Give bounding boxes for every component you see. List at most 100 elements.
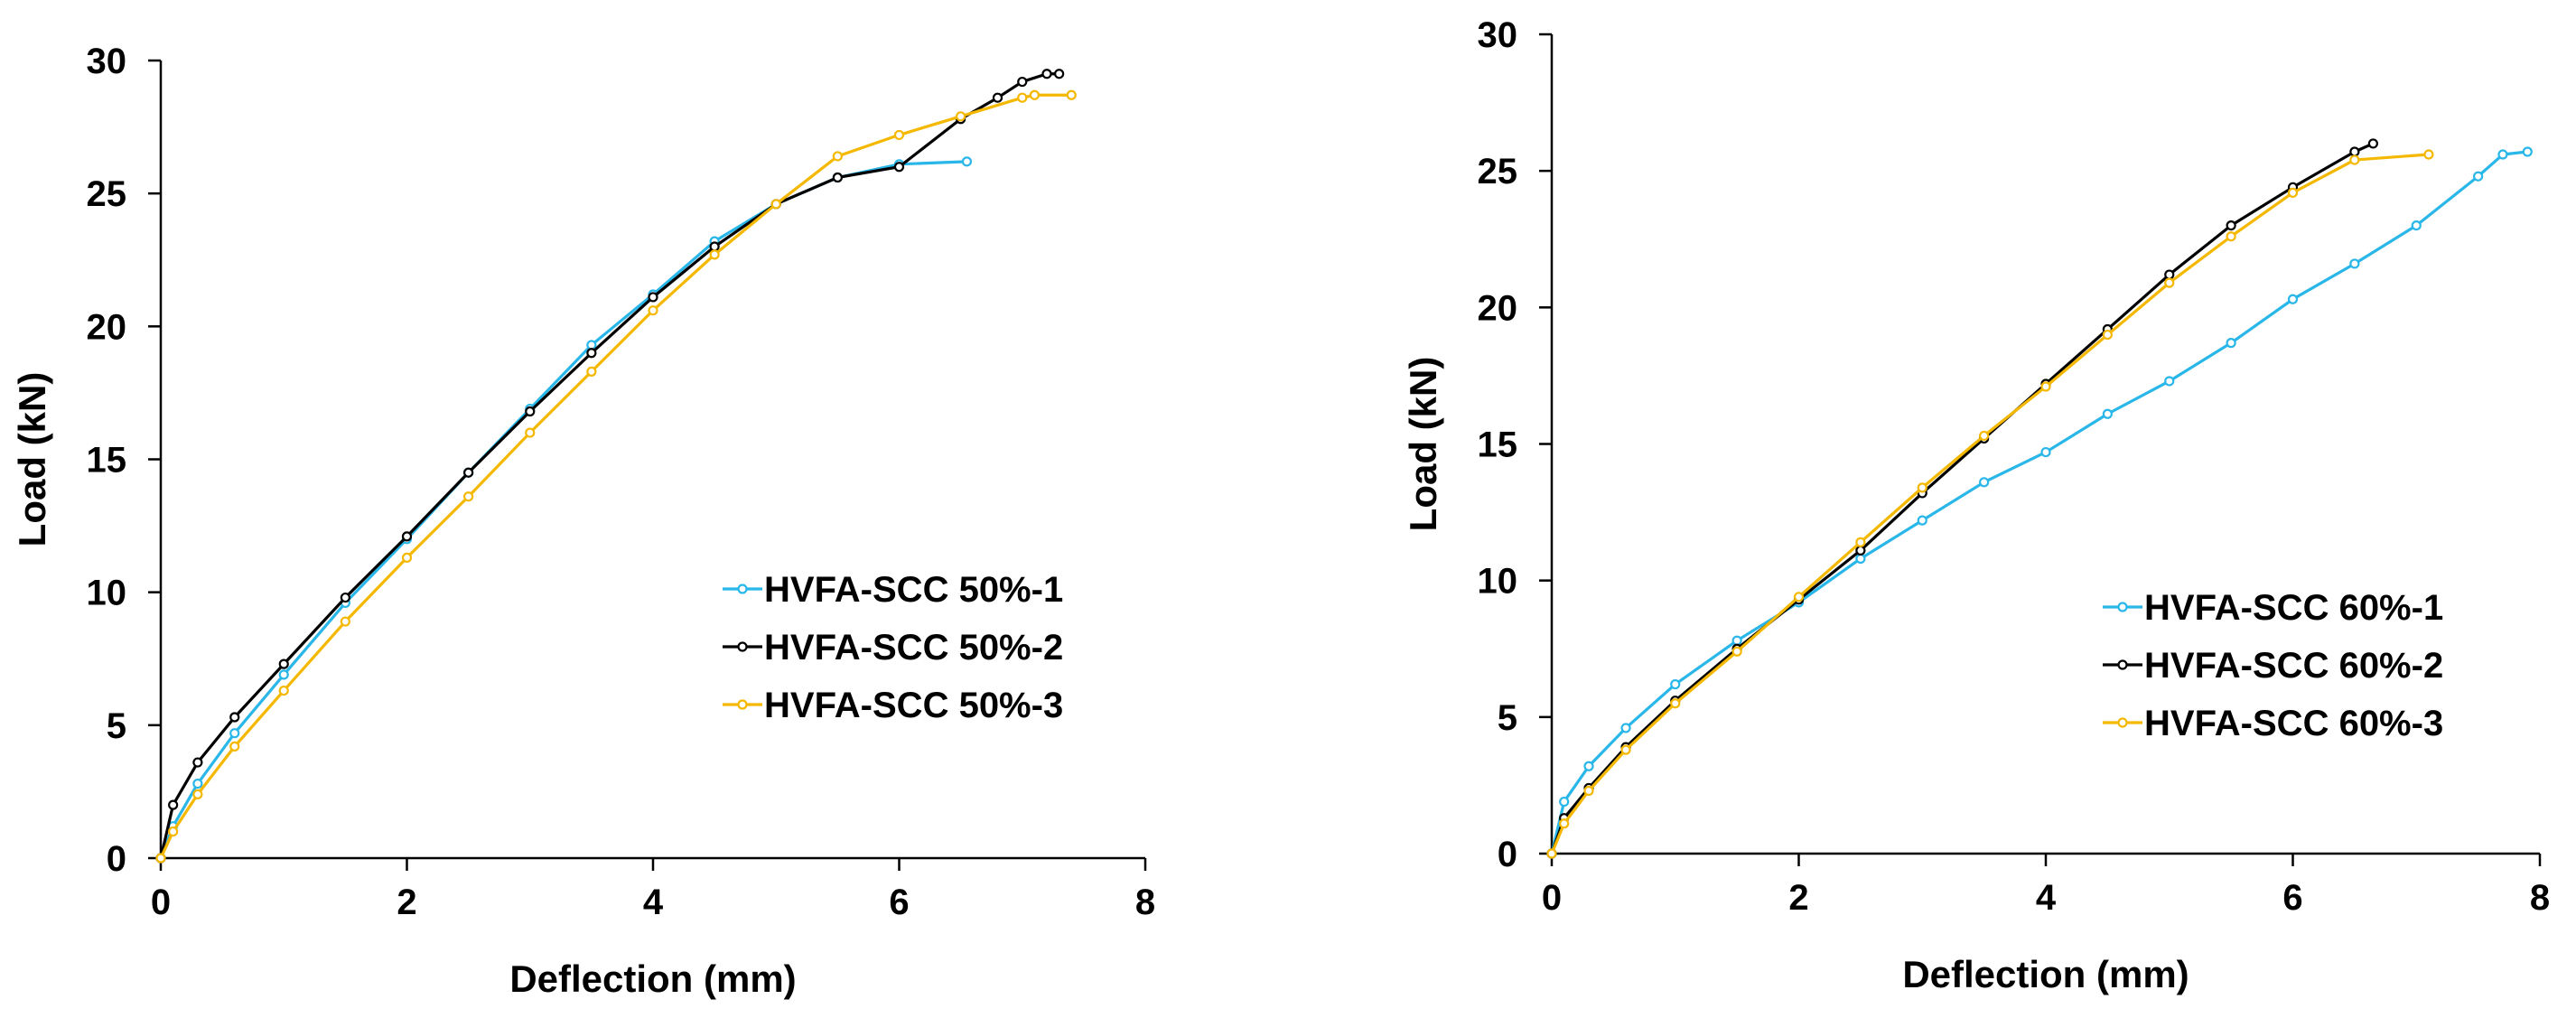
legend-marker	[2117, 602, 2128, 612]
data-point	[2226, 220, 2236, 231]
x-tick-label: 8	[2530, 878, 2550, 918]
series-line	[159, 93, 1072, 859]
data-point	[2522, 146, 2533, 157]
data-point	[229, 712, 240, 723]
y-tick-label: 25	[87, 174, 127, 214]
data-point	[1917, 482, 1927, 493]
data-point	[278, 669, 289, 680]
data-point	[229, 728, 240, 739]
x-tick-label: 2	[1788, 878, 1808, 918]
y-tick-label: 5	[1498, 698, 1517, 738]
y-tick-label: 10	[87, 574, 127, 613]
data-point	[2226, 338, 2236, 349]
y-tick-label: 5	[107, 706, 126, 746]
data-point	[770, 199, 781, 210]
data-point	[1731, 635, 1742, 646]
legend-label: HVFA-SCC 50%-1	[764, 570, 1063, 610]
data-point	[1917, 515, 1927, 526]
data-point	[1620, 744, 1631, 755]
data-point	[278, 685, 289, 696]
data-point	[2411, 220, 2422, 231]
chart-panel-2: 0 2 4 6 8 0 5 10 15 20 25 30 Deflection (mm) Load (kN…	[1402, 15, 2550, 995]
x-tick-label: 4	[643, 883, 664, 922]
data-point	[2423, 149, 2434, 160]
data-point	[956, 111, 966, 122]
data-point	[2164, 277, 2175, 288]
data-point	[2040, 381, 2051, 392]
data-point	[2367, 138, 2378, 149]
data-point	[1029, 89, 1040, 100]
data-point	[648, 305, 658, 316]
x-tick-label: 6	[889, 883, 909, 922]
data-point	[401, 531, 413, 542]
data-point	[278, 658, 289, 669]
y-tick-label: 15	[87, 441, 127, 481]
chart-panel-1: 0 2 4 6 8 0 5 10 15 20 25 30 Deflection (mm) Load (kN…	[11, 42, 1155, 1000]
legend-label: HVFA-SCC 60%-3	[2144, 704, 2443, 743]
y-tick-label: 20	[87, 307, 127, 347]
data-point	[2349, 146, 2360, 157]
series-3	[1546, 149, 2434, 859]
data-point	[2226, 231, 2236, 242]
y-tick-label: 0	[1498, 835, 1517, 874]
data-point	[1583, 761, 1594, 771]
data-point	[1017, 92, 1028, 103]
data-point	[1855, 537, 1866, 547]
y-tick-label: 25	[1478, 152, 1518, 191]
data-point	[832, 151, 843, 162]
data-point	[1041, 69, 1052, 79]
legend-marker	[2117, 717, 2128, 728]
data-point	[340, 616, 350, 627]
data-point	[1670, 698, 1681, 709]
data-point	[1979, 477, 1990, 488]
x-axis-title: Deflection (mm)	[509, 957, 796, 1000]
series-line	[1550, 142, 2375, 855]
data-point	[463, 491, 474, 502]
data-point	[192, 757, 203, 768]
x-tick-label: 8	[1135, 883, 1155, 922]
data-point	[1017, 76, 1028, 88]
legend-label: HVFA-SCC 50%-2	[764, 628, 1063, 668]
y-tick-label: 15	[1478, 425, 1518, 465]
legend-label: HVFA-SCC 60%-1	[2144, 588, 2443, 628]
data-point	[2102, 408, 2113, 419]
data-point	[1855, 553, 1866, 565]
data-point	[1670, 678, 1681, 690]
y-tick-label: 30	[87, 42, 127, 81]
data-point	[586, 340, 597, 350]
data-point	[2102, 329, 2113, 341]
data-point	[1731, 646, 1742, 657]
data-point	[155, 853, 166, 864]
series-1	[155, 156, 973, 864]
data-point	[192, 778, 203, 789]
data-point	[1620, 723, 1631, 733]
x-tick-label: 0	[1542, 878, 1562, 918]
legend: HVFA-SCC 50%-1 HVFA-SCC 50%-2 HVFA-SCC 50%…	[723, 570, 1063, 725]
data-point	[168, 826, 179, 837]
x-tick-label: 4	[2036, 878, 2057, 918]
series-1	[1546, 146, 2533, 859]
x-tick-label: 0	[151, 883, 171, 922]
data-point	[1583, 785, 1594, 797]
data-point	[463, 467, 474, 478]
legend-label: HVFA-SCC 60%-2	[2144, 646, 2443, 686]
data-point	[2473, 171, 2484, 182]
legend-label: HVFA-SCC 50%-3	[764, 686, 1063, 725]
legend-marker	[737, 699, 748, 710]
data-point	[340, 592, 350, 603]
data-point	[1066, 89, 1077, 100]
data-point	[1054, 69, 1065, 79]
series-line	[159, 160, 967, 859]
data-point	[648, 292, 658, 303]
legend-marker	[2117, 659, 2128, 670]
x-tick-label: 2	[397, 883, 416, 922]
data-point	[992, 92, 1003, 103]
data-point	[709, 241, 720, 252]
series-3	[155, 89, 1077, 864]
data-point	[2040, 446, 2051, 458]
data-point	[893, 162, 905, 173]
series-2	[1546, 138, 2378, 859]
y-tick-label: 10	[1478, 562, 1518, 602]
data-point	[168, 799, 179, 810]
